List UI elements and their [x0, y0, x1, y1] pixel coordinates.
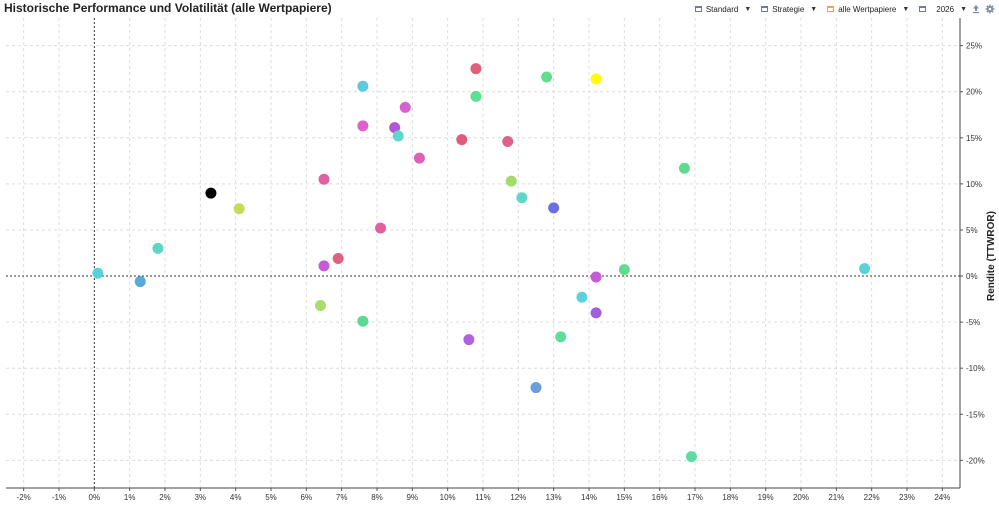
- grid: [6, 18, 960, 488]
- y-tick-label: 15%: [966, 134, 982, 143]
- x-tick-label: 8%: [371, 493, 383, 502]
- x-tick-label: 4%: [230, 493, 242, 502]
- x-tick-label: 17%: [687, 493, 703, 502]
- x-tick-label: 15%: [616, 493, 632, 502]
- x-tick-label: 19%: [758, 493, 774, 502]
- data-point[interactable]: [555, 331, 567, 343]
- x-tick-label: 21%: [828, 493, 844, 502]
- x-tick-label: 14%: [581, 493, 597, 502]
- x-tick-label: 0%: [89, 493, 101, 502]
- data-point[interactable]: [590, 73, 602, 85]
- y-tick-label: 0%: [966, 272, 978, 281]
- y-tick-label: -10%: [966, 364, 985, 373]
- chart-toolbar: Standard ▼ Strategie ▼ alle Wertpapiere …: [689, 2, 995, 16]
- data-point[interactable]: [134, 276, 146, 288]
- data-point[interactable]: [516, 192, 528, 204]
- filter-label: alle Wertpapiere: [838, 4, 897, 14]
- calendar-icon: [694, 6, 702, 12]
- data-point[interactable]: [456, 134, 468, 146]
- data-point[interactable]: [502, 135, 514, 147]
- x-tick-label: 3%: [195, 493, 207, 502]
- x-tick-label: 24%: [934, 493, 950, 502]
- data-point[interactable]: [530, 382, 542, 394]
- data-point[interactable]: [318, 260, 330, 272]
- data-point[interactable]: [541, 71, 553, 83]
- data-point[interactable]: [233, 203, 245, 215]
- data-point[interactable]: [859, 263, 871, 275]
- view-label: Standard: [705, 4, 739, 14]
- data-point[interactable]: [470, 90, 482, 102]
- data-point[interactable]: [389, 122, 401, 134]
- x-tick-label: 2%: [159, 493, 171, 502]
- data-point[interactable]: [357, 315, 369, 327]
- x-tick-label: 9%: [407, 493, 419, 502]
- chevron-down-icon: ▼: [960, 5, 967, 13]
- data-point[interactable]: [590, 271, 602, 283]
- x-tick-label: 1%: [124, 493, 136, 502]
- y-tick-label: -5%: [966, 318, 980, 327]
- data-point[interactable]: [357, 120, 369, 132]
- data-point[interactable]: [618, 264, 630, 276]
- y-tick-label: -15%: [966, 410, 985, 419]
- x-tick-label: 12%: [510, 493, 526, 502]
- data-point[interactable]: [375, 222, 387, 234]
- x-tick-label: 6%: [301, 493, 313, 502]
- calendar-icon: [827, 6, 835, 12]
- data-point[interactable]: [678, 162, 690, 174]
- data-point[interactable]: [205, 187, 217, 199]
- y-axis-label: Rendite (TTWROR): [986, 211, 997, 301]
- x-tick-label: 20%: [793, 493, 809, 502]
- x-tick-label: 22%: [864, 493, 880, 502]
- calendar-icon: [919, 6, 927, 12]
- x-tick-label: 10%: [440, 493, 456, 502]
- calendar-icon: [761, 6, 769, 12]
- x-tick-label: -1%: [52, 493, 66, 502]
- x-tick-label: 13%: [546, 493, 562, 502]
- data-point[interactable]: [92, 267, 104, 279]
- y-tick-label: 25%: [966, 42, 982, 51]
- data-point[interactable]: [576, 291, 588, 303]
- x-tick-label: 11%: [475, 493, 490, 502]
- y-tick-label: 10%: [966, 180, 982, 189]
- chart-title: Historische Performance und Volatilität …: [4, 1, 332, 15]
- data-point[interactable]: [357, 80, 369, 92]
- x-tick-label: 16%: [652, 493, 668, 502]
- x-tick-label: -2%: [17, 493, 31, 502]
- data-point[interactable]: [685, 451, 697, 463]
- export-icon[interactable]: [971, 4, 981, 14]
- data-point[interactable]: [470, 63, 482, 75]
- data-point[interactable]: [548, 202, 560, 214]
- data-point[interactable]: [413, 152, 425, 164]
- strategy-dropdown[interactable]: Strategie ▼: [761, 5, 817, 14]
- chevron-down-icon: ▼: [744, 5, 752, 13]
- data-points: [92, 63, 871, 463]
- y-tick-label: -20%: [966, 456, 985, 465]
- year-label: 2026: [936, 4, 955, 14]
- data-point[interactable]: [463, 334, 475, 346]
- data-point[interactable]: [590, 307, 602, 319]
- data-point[interactable]: [399, 101, 411, 113]
- x-axis-ticks: -2% -1% 0% 1% 2% 3% 4% 5% 6% 7% 8% 9% 10% 11% 12% 13% 14…: [17, 488, 950, 502]
- x-tick-label: 23%: [899, 493, 915, 502]
- y-axis-ticks: 25% 20% 15% 10% 5% 0% -5% -10% -15% -20%: [960, 42, 985, 465]
- strategy-label: Strategie: [772, 4, 805, 14]
- data-point[interactable]: [332, 253, 344, 265]
- y-tick-label: 5%: [966, 226, 978, 235]
- data-point[interactable]: [505, 175, 517, 187]
- chevron-down-icon: ▼: [902, 5, 910, 13]
- view-dropdown[interactable]: Standard ▼: [694, 4, 752, 14]
- x-tick-label: 7%: [336, 493, 348, 502]
- data-point[interactable]: [318, 173, 330, 185]
- filter-dropdown[interactable]: alle Wertpapiere ▼: [827, 5, 909, 14]
- settings-icon[interactable]: [985, 4, 995, 14]
- y-tick-label: 20%: [966, 88, 982, 97]
- x-tick-label: 5%: [265, 493, 277, 502]
- year-dropdown[interactable]: 2026 ▼: [919, 5, 967, 14]
- chevron-down-icon: ▼: [810, 5, 818, 13]
- data-point[interactable]: [152, 242, 164, 254]
- x-tick-label: 18%: [722, 493, 738, 502]
- data-point[interactable]: [392, 130, 404, 142]
- data-point[interactable]: [314, 300, 326, 312]
